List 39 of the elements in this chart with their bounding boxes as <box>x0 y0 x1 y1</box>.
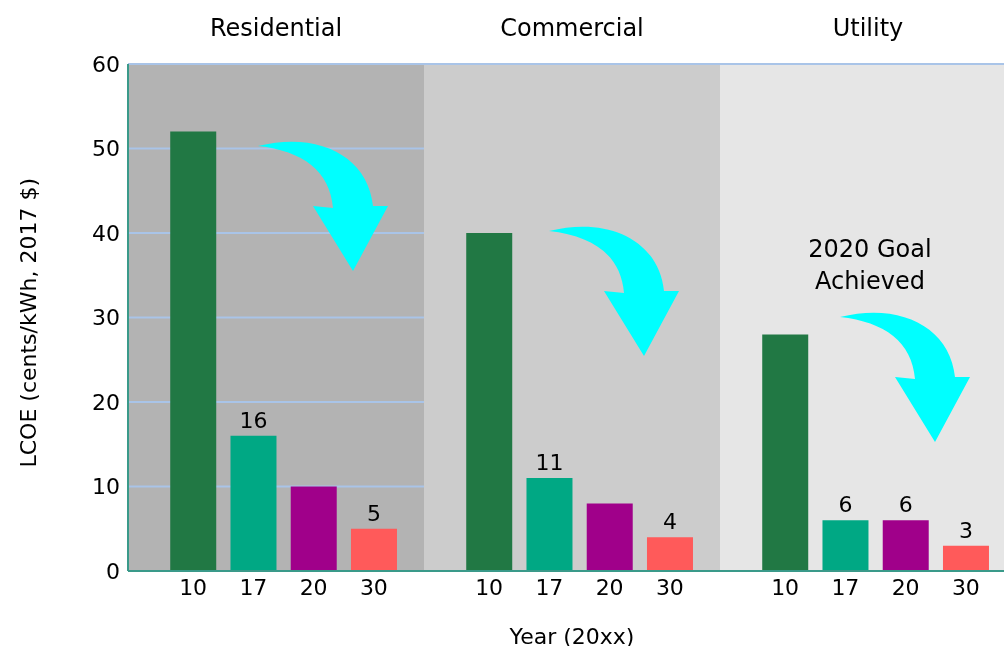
y-tick-label: 30 <box>92 305 120 331</box>
bar <box>646 537 693 571</box>
chart-title: Utility <box>831 13 905 44</box>
bar <box>170 131 217 571</box>
bar <box>526 478 573 571</box>
y-tick-label: 40 <box>92 220 120 246</box>
chart-title: Commercial <box>499 13 645 44</box>
y-tick-label: 10 <box>92 474 120 500</box>
x-tick-label: 30 <box>951 574 980 600</box>
x-tick-label: 17 <box>535 574 564 600</box>
x-tick-label: 20 <box>595 574 624 600</box>
data-label: 6 <box>838 492 853 518</box>
x-tick-label: 10 <box>771 574 800 600</box>
x-tick-label: 30 <box>655 574 684 600</box>
x-tick-label: 30 <box>359 574 388 600</box>
bar <box>350 528 397 571</box>
y-axis-title: LCOE (cents/kWh, 2017 $) <box>15 178 41 468</box>
x-tick-label: 10 <box>179 574 208 600</box>
data-label: 3 <box>958 517 973 543</box>
y-tick-label: 20 <box>92 389 120 415</box>
data-label: 4 <box>662 509 677 535</box>
chart-title: Residential <box>209 14 343 42</box>
x-tick-label: 17 <box>239 574 268 600</box>
data-label: 5 <box>366 500 381 526</box>
bar <box>290 486 337 571</box>
x-tick-label: 10 <box>475 574 504 600</box>
annotation: 2020 Goal Achieved <box>807 234 933 297</box>
x-tick-label: 20 <box>299 574 328 600</box>
data-label: 16 <box>239 407 268 433</box>
x-tick-label: 20 <box>891 574 920 600</box>
y-tick-label: 60 <box>92 51 120 77</box>
bar <box>230 435 277 571</box>
bar <box>466 233 513 571</box>
y-tick-label: 0 <box>106 558 120 584</box>
bar <box>586 503 633 571</box>
data-label: 6 <box>898 492 913 518</box>
data-label: 11 <box>535 450 564 476</box>
x-tick-label: 17 <box>831 574 860 600</box>
y-tick-label: 50 <box>92 136 120 162</box>
